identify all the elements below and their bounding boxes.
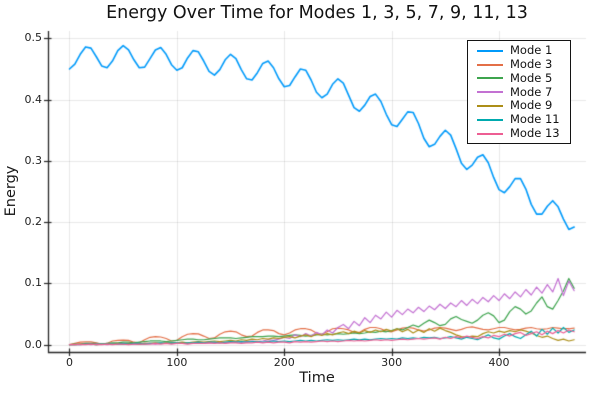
legend-label: Mode 5 [510, 70, 553, 85]
legend-entry: Mode 11 [468, 113, 570, 127]
legend-line-sample [477, 49, 503, 52]
x-tick-label: 400 [488, 356, 510, 369]
y-tick-label: 0.3 [24, 153, 43, 167]
legend-line-sample [477, 105, 503, 108]
x-tick-label: 200 [273, 356, 295, 369]
x-tick-label: 0 [65, 356, 73, 369]
legend-label: Mode 11 [510, 112, 560, 127]
y-tick-label: 0.2 [24, 215, 43, 229]
legend: Mode 1 Mode 3 Mode 5 Mode 7 Mode 9 Mode 11 Mod… [467, 40, 571, 144]
x-axis-label: Time [299, 370, 335, 386]
legend-line-sample [477, 63, 503, 66]
legend-line-sample [477, 91, 503, 94]
legend-label: Mode 9 [510, 98, 553, 113]
legend-label: Mode 3 [510, 56, 553, 71]
legend-entry: Mode 9 [468, 99, 570, 113]
legend-entry: Mode 5 [468, 72, 570, 86]
legend-line-sample [477, 132, 503, 135]
y-tick-label: 0.4 [24, 92, 43, 106]
x-tick-label: 100 [166, 356, 188, 369]
y-tick-label: 0.5 [24, 31, 43, 45]
legend-entry: Mode 13 [468, 127, 570, 141]
y-tick-label: 0.0 [24, 337, 43, 351]
legend-label: Mode 13 [510, 125, 560, 140]
legend-entry: Mode 3 [468, 58, 570, 72]
y-axis-label: Energy [3, 165, 19, 217]
y-tick-label: 0.1 [24, 276, 43, 290]
legend-entry: Mode 7 [468, 85, 570, 99]
legend-label: Mode 7 [510, 84, 553, 99]
x-tick-label: 300 [381, 356, 403, 369]
legend-line-sample [477, 118, 503, 121]
chart-title: Energy Over Time for Modes 1, 3, 5, 7, 9… [106, 3, 528, 23]
legend-label: Mode 1 [510, 43, 553, 58]
legend-entry: Mode 1 [468, 44, 570, 58]
legend-line-sample [477, 77, 503, 80]
